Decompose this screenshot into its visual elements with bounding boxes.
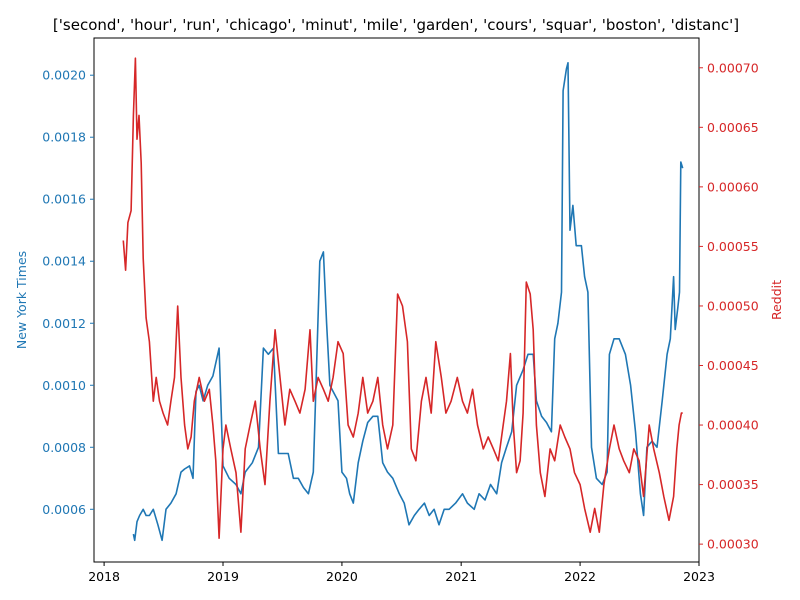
series-line-reddit — [122, 57, 683, 540]
plot-background — [94, 38, 699, 562]
y-left-tick-label: 0.0016 — [42, 192, 86, 207]
y-right-tick-label: 0.00045 — [707, 358, 759, 373]
x-tick-label: 2018 — [88, 569, 120, 584]
chart-title: ['second', 'hour', 'run', 'chicago', 'mi… — [53, 16, 739, 34]
series-layer — [122, 57, 684, 542]
y-right-tick-label: 0.00035 — [707, 477, 759, 492]
x-tick-label: 2019 — [207, 569, 239, 584]
y-left-tick-label: 0.0012 — [42, 316, 86, 331]
y-left-tick-label: 0.0014 — [42, 254, 86, 269]
y-left-tick-label: 0.0018 — [42, 130, 86, 145]
x-tick-label: 2020 — [326, 569, 358, 584]
x-tick-label: 2022 — [564, 569, 596, 584]
y-right-tick-label: 0.00070 — [707, 60, 759, 75]
y-right-tick-label: 0.00065 — [707, 120, 759, 135]
y-right-tick-label: 0.00060 — [707, 179, 759, 194]
y-left-tick-label: 0.0010 — [42, 378, 86, 393]
y-right-tick-label: 0.00030 — [707, 537, 759, 552]
y-axis-left: 0.0006 0.0008 0.0010 0.0012 0.0014 0.0016 0.00… — [42, 68, 94, 517]
plot-area — [93, 37, 700, 563]
y-right-tick-label: 0.00055 — [707, 239, 759, 254]
x-tick-label: 2023 — [683, 569, 715, 584]
y-left-tick-label: 0.0008 — [42, 440, 86, 455]
y-axis-label-right: Reddit — [769, 280, 784, 320]
y-left-tick-label: 0.0006 — [42, 502, 86, 517]
y-axis-right: 0.00030 0.00035 0.00040 0.00045 0.00050 0.000… — [699, 60, 759, 552]
y-right-tick-label: 0.00050 — [707, 298, 759, 313]
plot-frame — [93, 37, 700, 563]
x-axis: 2018 2019 2020 2021 2022 2023 — [88, 562, 715, 584]
y-left-tick-label: 0.0020 — [42, 68, 86, 83]
x-tick-label: 2021 — [445, 569, 477, 584]
y-right-tick-label: 0.00040 — [707, 418, 759, 433]
y-axis-label-left: New York Times — [14, 251, 29, 349]
